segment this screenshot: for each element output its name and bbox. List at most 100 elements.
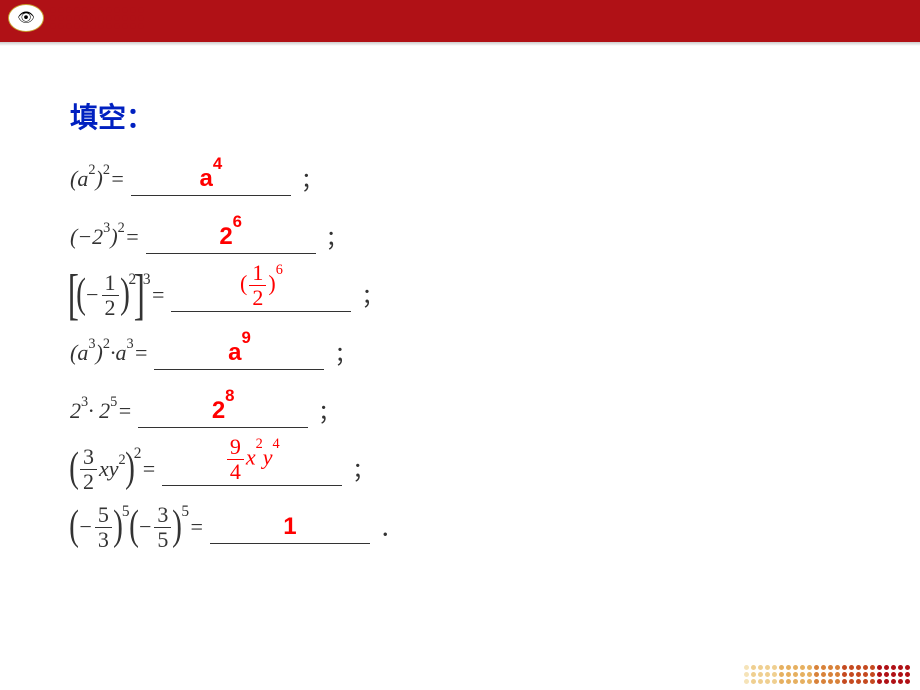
- answer-text: a9: [228, 339, 251, 367]
- footer-dot: [744, 665, 749, 670]
- header-dot: [106, 23, 112, 29]
- header-dot: [98, 7, 104, 13]
- header-dot: [98, 23, 104, 29]
- footer-dot: [863, 672, 868, 677]
- footer-dot: [800, 665, 805, 670]
- footer-dot: [800, 672, 805, 677]
- page-title: 填空：: [70, 96, 850, 136]
- header-dot-grid: [50, 7, 144, 29]
- expression: (32xy2)2=: [70, 446, 156, 493]
- expression: [(−12)2]3=: [70, 272, 165, 319]
- footer-dot: [786, 679, 791, 684]
- footer-dot: [884, 672, 889, 677]
- footer-dot: [898, 672, 903, 677]
- footer-dot: [772, 679, 777, 684]
- footer-dot: [744, 679, 749, 684]
- logo-wrap: 👁: [8, 4, 144, 32]
- answer-text: 26: [219, 223, 242, 251]
- header-dot: [138, 7, 144, 13]
- footer-dot: [905, 679, 910, 684]
- header-dot: [90, 7, 96, 13]
- footer-dot: [751, 665, 756, 670]
- answer-blank: a4: [131, 162, 291, 196]
- answer-text: 1: [283, 513, 296, 541]
- footer-dot: [807, 665, 812, 670]
- footer-dot: [835, 679, 840, 684]
- footer-dot: [842, 672, 847, 677]
- footer-dot: [849, 672, 854, 677]
- footer-dot: [807, 679, 812, 684]
- header-dot: [138, 15, 144, 21]
- header-dot: [106, 7, 112, 13]
- answer-blank: 28: [138, 394, 308, 428]
- footer-dot: [835, 665, 840, 670]
- answer-blank: (12)6: [171, 278, 351, 312]
- footer-dot: [779, 665, 784, 670]
- footer-dot: [786, 665, 791, 670]
- header-dot: [66, 23, 72, 29]
- header-dot: [106, 15, 112, 21]
- header-dot: [50, 7, 56, 13]
- footer-dot: [821, 672, 826, 677]
- header-dot: [90, 15, 96, 21]
- footer-dot: [870, 679, 875, 684]
- footer-dot: [779, 679, 784, 684]
- footer-dot: [849, 665, 854, 670]
- header-dot: [138, 23, 144, 29]
- punctuation: ；: [326, 221, 348, 253]
- header-dot: [82, 23, 88, 29]
- header-dot: [58, 23, 64, 29]
- header-dot: [130, 15, 136, 21]
- punctuation: ．: [380, 511, 402, 543]
- header-dot: [122, 23, 128, 29]
- footer-dot: [800, 679, 805, 684]
- header-dot: [114, 15, 120, 21]
- footer-dot: [891, 672, 896, 677]
- footer-dot: [863, 665, 868, 670]
- header-dot: [74, 7, 80, 13]
- header-dot: [82, 7, 88, 13]
- logo-icon: 👁: [8, 4, 44, 32]
- answer-text: 28: [212, 397, 235, 425]
- problems-list: (a2)2 =a4；(−23)2 =26；[(−12)2]3=(12)6；(a3…: [70, 154, 850, 552]
- footer-dot: [765, 679, 770, 684]
- expression: (−53)5(−35)5=: [70, 504, 204, 551]
- expression: (a2)2 =: [70, 166, 125, 192]
- content-area: 填空： (a2)2 =a4；(−23)2 =26；[(−12)2]3=(12)6…: [0, 46, 920, 580]
- footer-dot: [814, 679, 819, 684]
- problem-line: (a3)2 · a3 =a9；: [70, 328, 850, 378]
- footer-dot: [814, 665, 819, 670]
- header-dot: [82, 15, 88, 21]
- footer-dot: [877, 672, 882, 677]
- header-dot: [130, 23, 136, 29]
- footer-dot: [856, 665, 861, 670]
- header-dot: [114, 7, 120, 13]
- footer-dot: [786, 672, 791, 677]
- expression: 23 · 25 =: [70, 398, 132, 424]
- footer-dot: [793, 679, 798, 684]
- answer-text: 94x2y4: [225, 436, 280, 483]
- header-dot: [90, 23, 96, 29]
- footer-dot: [828, 679, 833, 684]
- header-dot: [58, 15, 64, 21]
- problem-line: (−53)5(−35)5= 1 ．: [70, 502, 850, 552]
- footer-dot: [758, 665, 763, 670]
- problem-line: 23 · 25 =28；: [70, 386, 850, 436]
- header-dot: [66, 7, 72, 13]
- punctuation: ；: [334, 337, 356, 369]
- answer-text: (12)6: [240, 262, 283, 309]
- header-dot: [114, 23, 120, 29]
- answer-blank: 94x2y4: [162, 452, 342, 486]
- footer-dot: [905, 672, 910, 677]
- header-dot: [122, 7, 128, 13]
- header-bar: 👁: [0, 0, 920, 42]
- footer-dot: [905, 665, 910, 670]
- footer-dot: [884, 665, 889, 670]
- answer-blank: a9: [154, 336, 324, 370]
- footer-dot: [744, 672, 749, 677]
- footer-dot: [793, 665, 798, 670]
- punctuation: ；: [301, 163, 323, 195]
- footer-dot-grid: [744, 665, 910, 684]
- footer-dot: [863, 679, 868, 684]
- footer-dot: [793, 672, 798, 677]
